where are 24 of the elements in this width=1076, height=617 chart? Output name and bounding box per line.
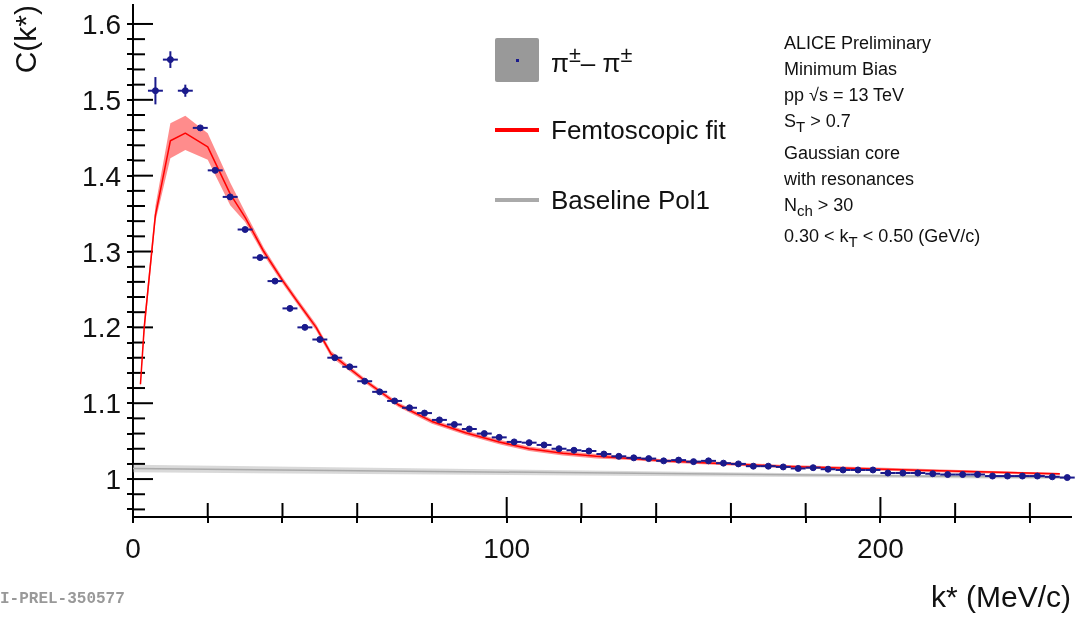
annotation: pp √s = 13 TeV bbox=[784, 84, 906, 107]
annotation: Minimum Bias bbox=[784, 58, 899, 81]
annotation: Gaussian core bbox=[784, 141, 902, 165]
y-tick-label: 1.2 bbox=[82, 312, 121, 344]
annotation: ALICE Preliminary bbox=[784, 32, 933, 55]
annotation: 0.30 < k$_{T}$ < 0.50 (GeV/c) bbox=[784, 225, 981, 252]
text: I-PREL-350577 bbox=[0, 590, 125, 608]
x-tick-label: 100 bbox=[483, 532, 531, 564]
y-axis-title: C(k*) bbox=[9, 5, 43, 74]
annotation: with resonances bbox=[784, 167, 916, 191]
y-tick-label: 1.6 bbox=[82, 8, 121, 40]
x-tick-label: 200 bbox=[857, 532, 904, 564]
y-tick-label: 1.5 bbox=[82, 84, 121, 116]
legend-label: π$^{±}$– π$^{±}$ bbox=[551, 41, 633, 79]
x-axis-title: k* (MeV/c) bbox=[930, 580, 1071, 614]
y-tick-label: 1 bbox=[105, 464, 121, 496]
y-tick-label: 1.3 bbox=[82, 236, 121, 268]
legend-label: Femtoscopic fit bbox=[551, 114, 726, 146]
y-tick-label: 1.4 bbox=[82, 160, 121, 192]
annotation: N$_{ch}$ > 30 bbox=[784, 193, 855, 221]
annotation: S$_{T}$ > 0.7 bbox=[784, 110, 852, 137]
legend-label: Baseline Pol1 bbox=[551, 184, 710, 216]
y-tick-label: 1.1 bbox=[82, 388, 121, 420]
x-tick-label: 0 bbox=[125, 532, 141, 564]
